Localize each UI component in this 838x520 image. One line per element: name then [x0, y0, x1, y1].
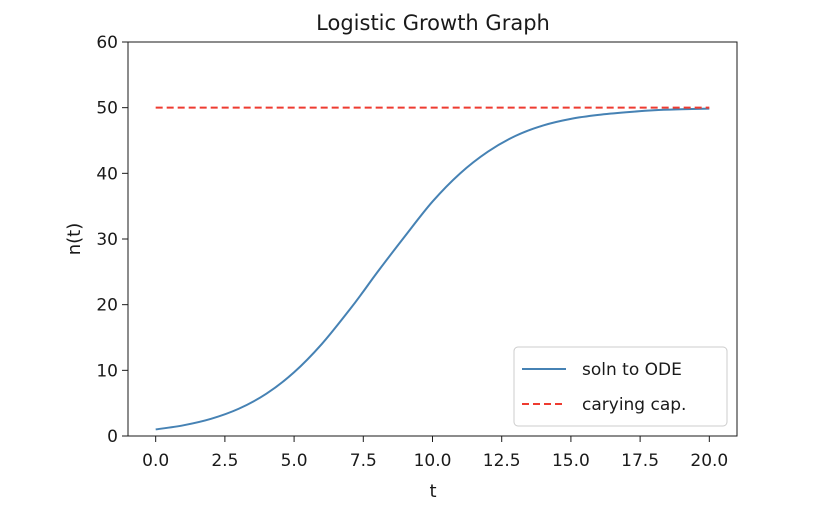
series-line-solution: [155, 107, 710, 431]
x-tick-label: 17.5: [621, 451, 659, 471]
legend-label-soln: soln to ODE: [582, 360, 682, 380]
x-tick-label: 20.0: [690, 451, 728, 471]
legend-label-carrying-cap: carying cap.: [582, 395, 686, 415]
legend-box: [513, 346, 728, 427]
y-tick-label: 40: [96, 164, 118, 184]
series-layer: [155, 106, 710, 431]
x-axis: 0.0 2.5 5.0 7.5 10.0 12.5 15.0 17.5 20.0: [142, 436, 728, 471]
x-tick-label: 10.0: [414, 451, 452, 471]
y-tick-label: 10: [96, 361, 118, 381]
y-tick-label: 20: [96, 296, 118, 316]
y-tick-label: 0: [107, 427, 118, 447]
x-tick-label: 15.0: [552, 451, 590, 471]
y-axis: 0 10 20 30 40 50 60: [96, 33, 128, 447]
chart-title: Logistic Growth Graph: [316, 11, 550, 35]
x-tick-label: 5.0: [281, 451, 308, 471]
y-axis-label: n(t): [64, 223, 85, 256]
x-tick-label: 7.5: [350, 451, 377, 471]
x-tick-label: 0.0: [142, 451, 169, 471]
y-tick-label: 50: [96, 99, 118, 119]
y-tick-label: 30: [96, 230, 118, 250]
x-tick-label: 2.5: [211, 451, 238, 471]
legend: soln to ODE carying cap.: [513, 346, 728, 427]
x-tick-label: 12.5: [483, 451, 521, 471]
x-axis-label: t: [429, 481, 436, 502]
y-tick-label: 60: [96, 33, 118, 53]
